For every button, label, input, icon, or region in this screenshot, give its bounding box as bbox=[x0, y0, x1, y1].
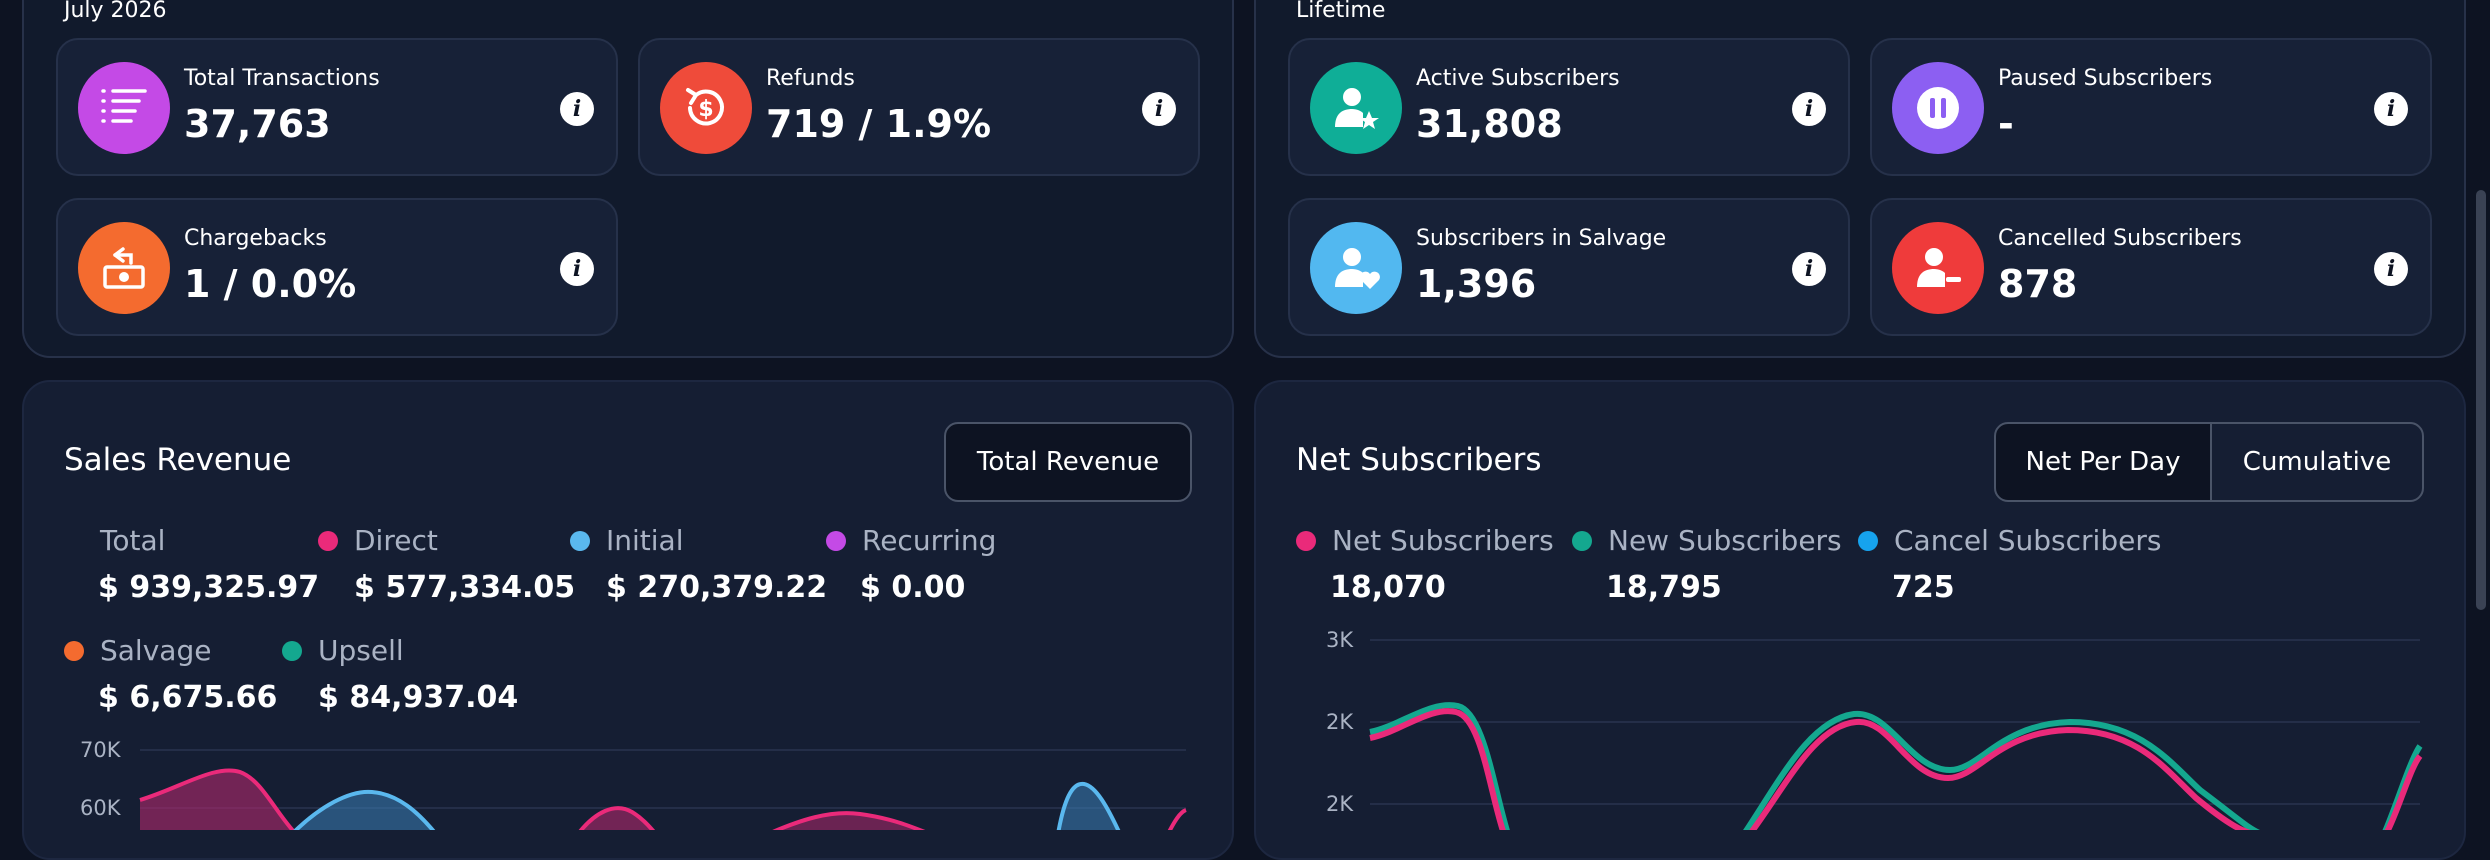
legend-value-new: 18,795 bbox=[1606, 570, 1722, 605]
stat-label: Cancelled Subscribers bbox=[1998, 226, 2242, 251]
legend-value-salvage: $ 6,675.66 bbox=[98, 680, 278, 715]
net-subscribers-line bbox=[1369, 708, 2423, 830]
y-tick: 3K bbox=[1326, 628, 1354, 652]
cumulative-button[interactable]: Cumulative bbox=[2210, 422, 2424, 502]
initial-series-area bbox=[1058, 783, 1119, 830]
initial-series-line bbox=[293, 789, 436, 830]
stat-card-total-transactions: Total Transactions 37,763 i bbox=[56, 38, 618, 176]
legend-value-initial: $ 270,379.22 bbox=[606, 570, 828, 605]
stat-label: Subscribers in Salvage bbox=[1416, 226, 1667, 251]
svg-text:$: $ bbox=[698, 97, 713, 122]
stat-value: - bbox=[1998, 102, 2014, 146]
legend-value-upsell: $ 84,937.04 bbox=[318, 680, 519, 715]
legend-recurring[interactable]: Recurring bbox=[826, 524, 996, 557]
stat-label: Paused Subscribers bbox=[1998, 66, 2213, 91]
sales-revenue-chart bbox=[139, 749, 1187, 830]
net-subscribers-title: Net Subscribers bbox=[1296, 442, 1542, 478]
stat-card-paused-subscribers: Paused Subscribers - i bbox=[1870, 38, 2432, 176]
legend-direct[interactable]: Direct bbox=[318, 524, 438, 557]
legend-dot bbox=[570, 530, 590, 551]
stat-value: 719 / 1.9% bbox=[766, 102, 992, 146]
legend-dot bbox=[826, 530, 846, 551]
stat-value: 31,808 bbox=[1416, 102, 1563, 146]
stat-label: Active Subscribers bbox=[1416, 66, 1620, 91]
stat-value: 878 bbox=[1998, 262, 2078, 306]
legend-total: Total bbox=[100, 524, 165, 557]
y-tick: 70K bbox=[80, 738, 121, 762]
y-tick: 2K bbox=[1326, 792, 1354, 816]
user-minus-icon bbox=[1892, 222, 1984, 314]
legend-dot bbox=[318, 530, 338, 551]
legend-value-direct: $ 577,334.05 bbox=[354, 570, 576, 605]
pause-icon bbox=[1892, 62, 1984, 154]
legend-label: Recurring bbox=[862, 524, 997, 557]
direct-series-line bbox=[139, 768, 296, 830]
new-subscribers-line bbox=[1369, 702, 2423, 830]
total-revenue-button[interactable]: Total Revenue bbox=[944, 422, 1192, 502]
legend-initial[interactable]: Initial bbox=[570, 524, 683, 557]
stat-card-active-subscribers: Active Subscribers 31,808 i bbox=[1288, 38, 1850, 176]
legend-upsell[interactable]: Upsell bbox=[282, 634, 404, 667]
page-scrollbar[interactable] bbox=[2476, 190, 2486, 610]
user-heart-icon bbox=[1310, 222, 1402, 314]
direct-series-line bbox=[578, 806, 656, 830]
y-tick: 2K bbox=[1326, 710, 1354, 734]
user-star-icon bbox=[1310, 62, 1402, 154]
direct-series-area bbox=[581, 808, 653, 830]
stat-card-chargebacks: Chargebacks 1 / 0.0% i bbox=[56, 198, 618, 336]
stat-label: Total Transactions bbox=[184, 66, 380, 91]
legend-net-subscribers[interactable]: Net Subscribers bbox=[1296, 524, 1554, 557]
info-icon[interactable]: i bbox=[2374, 92, 2408, 126]
y-tick: 60K bbox=[80, 796, 121, 820]
legend-value-cancel: 725 bbox=[1892, 570, 1955, 605]
legend-dot bbox=[64, 640, 84, 661]
stat-card-subscribers-in-salvage: Subscribers in Salvage 1,396 i bbox=[1288, 198, 1850, 336]
list-icon bbox=[78, 62, 170, 154]
period-label: Lifetime bbox=[1296, 0, 1386, 23]
legend-label: Salvage bbox=[100, 634, 212, 667]
direct-series-line bbox=[1167, 808, 1187, 830]
sales-revenue-title: Sales Revenue bbox=[64, 442, 292, 478]
legend-value-recurring: $ 0.00 bbox=[860, 570, 966, 605]
net-subscribers-chart bbox=[1369, 639, 2423, 830]
info-icon[interactable]: i bbox=[1142, 92, 1176, 126]
stat-card-cancelled-subscribers: Cancelled Subscribers 878 i bbox=[1870, 198, 2432, 336]
legend-dot bbox=[1296, 530, 1316, 551]
legend-dot bbox=[1572, 530, 1592, 551]
legend-salvage[interactable]: Salvage bbox=[64, 634, 211, 667]
direct-series-line bbox=[772, 811, 926, 830]
stat-card-refunds: $ Refunds 719 / 1.9% i bbox=[638, 38, 1200, 176]
stat-label: Refunds bbox=[766, 66, 855, 91]
stat-label: Chargebacks bbox=[184, 226, 327, 251]
legend-label: Initial bbox=[606, 524, 684, 557]
legend-label: Net Subscribers bbox=[1332, 524, 1554, 557]
legend-dot bbox=[1858, 530, 1878, 551]
legend-dot bbox=[282, 640, 302, 661]
legend-label: Cancel Subscribers bbox=[1894, 524, 2162, 557]
legend-label: New Subscribers bbox=[1608, 524, 1842, 557]
legend-label: Upsell bbox=[318, 634, 404, 667]
stat-value: 37,763 bbox=[184, 102, 331, 146]
refund-dollar-icon: $ bbox=[660, 62, 752, 154]
stat-value: 1 / 0.0% bbox=[184, 262, 357, 306]
info-icon[interactable]: i bbox=[2374, 252, 2408, 286]
legend-new-subscribers[interactable]: New Subscribers bbox=[1572, 524, 1842, 557]
info-icon[interactable]: i bbox=[1792, 92, 1826, 126]
legend-label: Total bbox=[100, 524, 166, 557]
info-icon[interactable]: i bbox=[560, 252, 594, 286]
period-label: July 2026 bbox=[64, 0, 167, 23]
info-icon[interactable]: i bbox=[560, 92, 594, 126]
legend-value-net: 18,070 bbox=[1330, 570, 1446, 605]
legend-label: Direct bbox=[354, 524, 438, 557]
initial-series-line bbox=[1056, 781, 1121, 830]
direct-series-area bbox=[777, 813, 920, 830]
cash-return-icon bbox=[78, 222, 170, 314]
info-icon[interactable]: i bbox=[1792, 252, 1826, 286]
stat-value: 1,396 bbox=[1416, 262, 1537, 306]
legend-cancel-subscribers[interactable]: Cancel Subscribers bbox=[1858, 524, 2161, 557]
legend-value-total: $ 939,325.97 bbox=[98, 570, 320, 605]
